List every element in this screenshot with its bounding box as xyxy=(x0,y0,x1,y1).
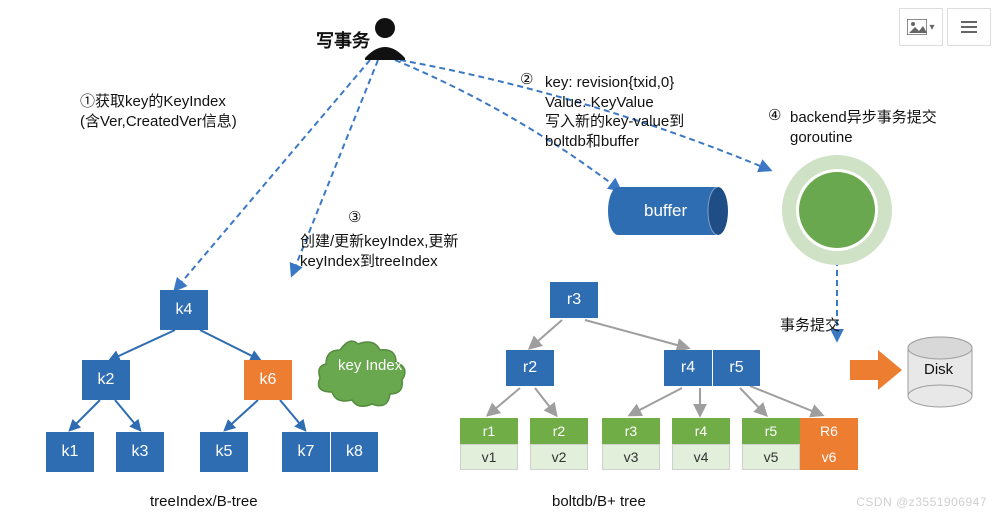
node-r5: r5 xyxy=(712,350,760,386)
leaf-r1: r1 xyxy=(460,418,518,444)
watermark: CSDN @z3551906947 xyxy=(856,495,987,509)
step-3-num: ③ xyxy=(348,208,361,228)
title: 写事务 xyxy=(316,30,370,53)
image-icon xyxy=(907,19,927,35)
disk-label: Disk xyxy=(924,360,953,380)
step-2-num: ② xyxy=(520,70,533,90)
leaf-r4: r4 xyxy=(672,418,730,444)
node-r3: r3 xyxy=(550,282,598,318)
leaf-R6: R6 xyxy=(800,418,858,444)
hamburger-icon xyxy=(961,21,977,33)
node-k7: k7 xyxy=(282,432,330,472)
commit-arrow xyxy=(850,350,902,390)
leaf-r5: r5 xyxy=(742,418,800,444)
leaf-v4: v4 xyxy=(672,444,730,470)
leaf-v5: v5 xyxy=(742,444,800,470)
step-1: ①获取key的KeyIndex (含Ver,CreatedVer信息) xyxy=(80,92,237,131)
node-k3: k3 xyxy=(116,432,164,472)
leaf-v2: v2 xyxy=(530,444,588,470)
step-4-num: ④ xyxy=(768,106,781,126)
step-4-body: backend异步事务提交 goroutine xyxy=(790,108,937,147)
buffer-label: buffer xyxy=(644,200,687,222)
leaf-v1: v1 xyxy=(460,444,518,470)
node-k1: k1 xyxy=(46,432,94,472)
person-icon xyxy=(365,18,405,60)
step-3-body: 创建/更新keyIndex,更新 keyIndex到treeIndex xyxy=(300,232,458,271)
keyindex-cloud-label: key Index xyxy=(338,358,402,375)
node-k6: k6 xyxy=(244,360,292,400)
image-button[interactable]: ▾ xyxy=(899,8,943,46)
step-2-body: key: revision{txid,0} Value: KeyValue 写入… xyxy=(545,73,684,151)
leaf-v6: v6 xyxy=(800,444,858,470)
leaf-r3: r3 xyxy=(602,418,660,444)
node-k4: k4 xyxy=(160,290,208,330)
commit-label: 事务提交 xyxy=(780,316,840,336)
goroutine-circle xyxy=(789,162,885,258)
node-k8: k8 xyxy=(330,432,378,472)
leaf-r2: r2 xyxy=(530,418,588,444)
node-r2: r2 xyxy=(506,350,554,386)
left-tree-label: treeIndex/B-tree xyxy=(150,492,258,512)
leaf-v3: v3 xyxy=(602,444,660,470)
node-k5: k5 xyxy=(200,432,248,472)
node-r4: r4 xyxy=(664,350,712,386)
menu-button[interactable] xyxy=(947,8,991,46)
node-k2: k2 xyxy=(82,360,130,400)
right-tree-label: boltdb/B+ tree xyxy=(552,492,646,512)
